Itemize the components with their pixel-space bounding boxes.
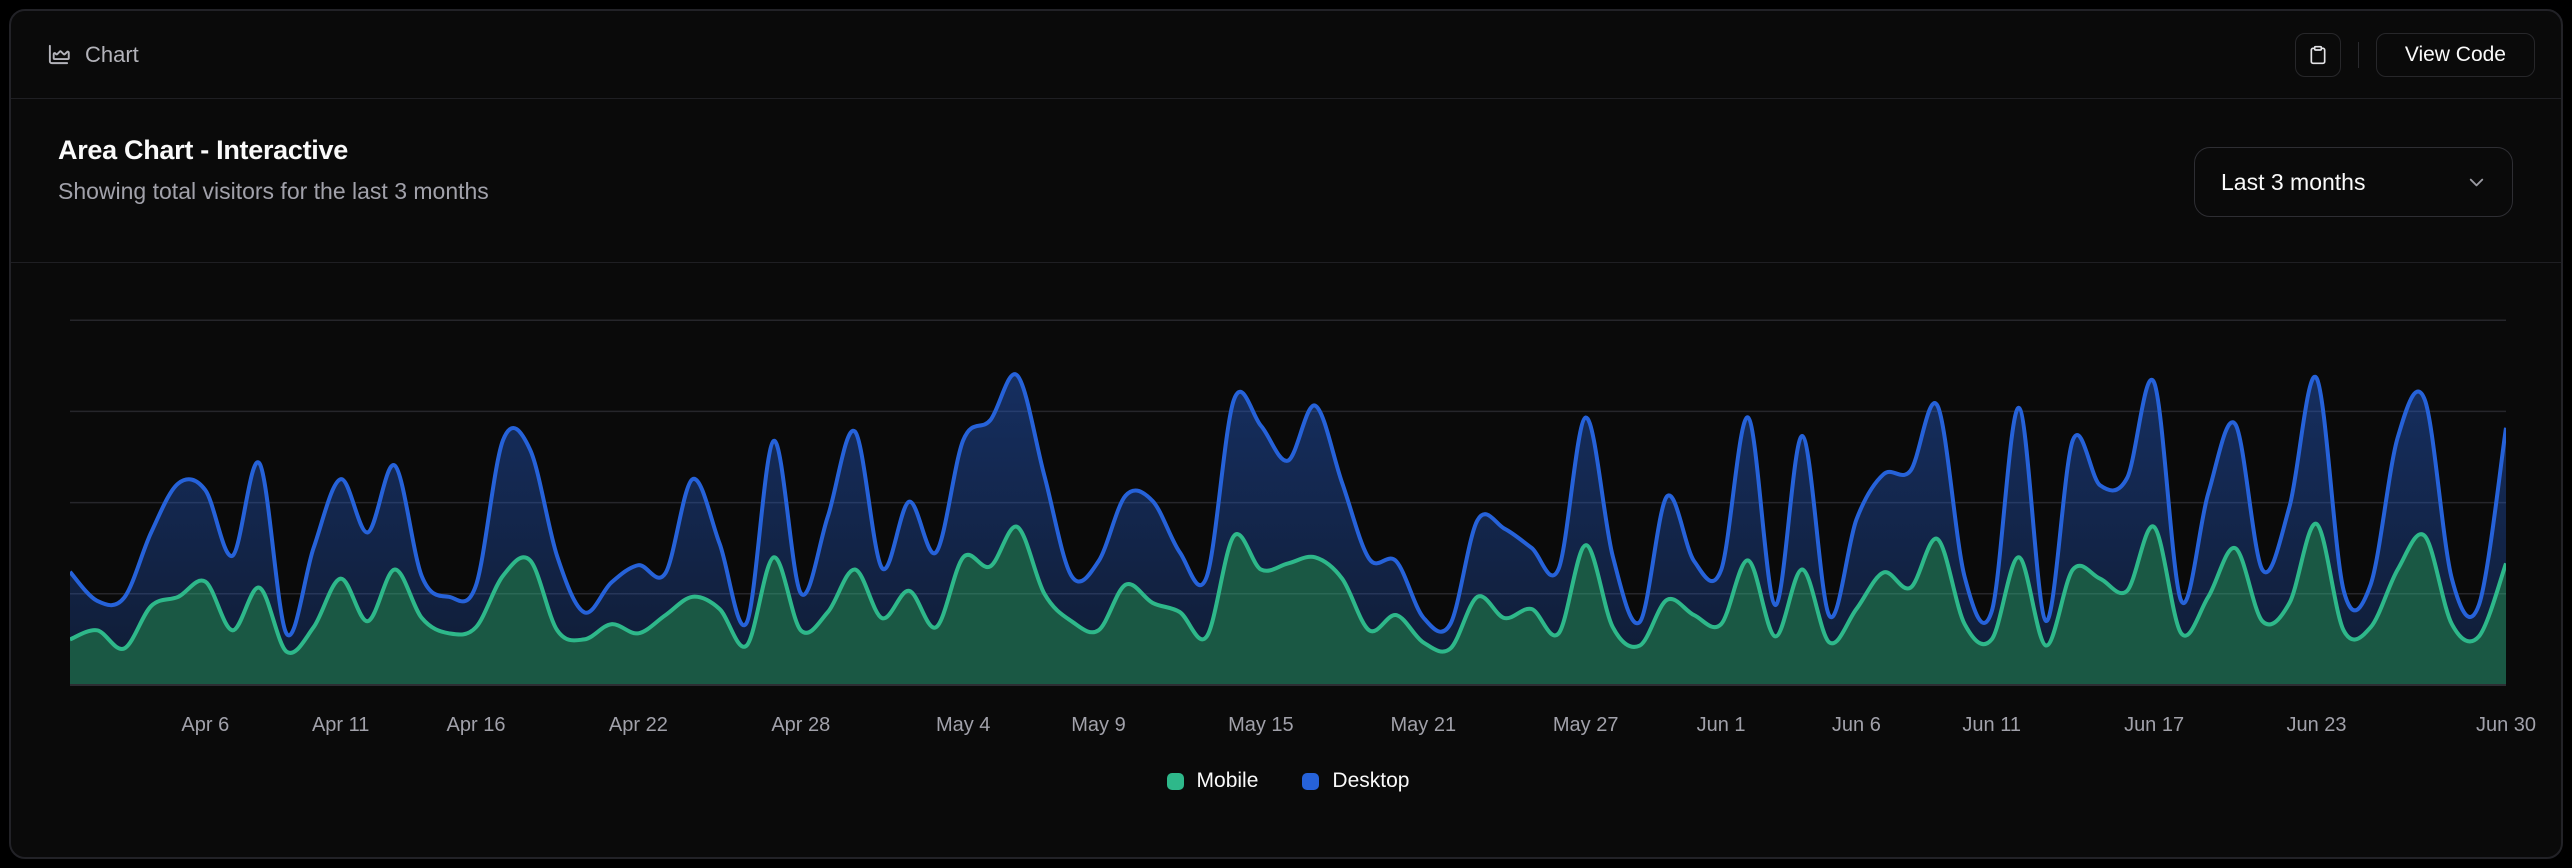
desktop-line — [70, 372, 2506, 638]
x-tick-label: Jun 23 — [2286, 714, 2346, 736]
desktop-area — [70, 374, 2506, 653]
mobile-area — [70, 523, 2506, 685]
preview-toolbar: Chart View Code — [11, 11, 2561, 99]
x-tick-label: May 21 — [1391, 714, 1457, 736]
legend-item-mobile: Mobile — [1166, 769, 1259, 793]
toolbar-actions: View Code — [2294, 32, 2561, 77]
x-tick-label: Jun 6 — [1832, 714, 1881, 736]
clipboard-icon — [2310, 45, 2326, 64]
x-tick-label: Jun 11 — [1962, 714, 2021, 736]
x-tick-label: Apr 16 — [447, 714, 506, 736]
card-header: Area Chart - Interactive Showing total v… — [11, 99, 2561, 263]
x-tick-label: Apr 11 — [312, 714, 369, 736]
chart-legend: Mobile Desktop — [11, 769, 2561, 793]
toolbar-divider — [2357, 41, 2359, 68]
legend-item-desktop: Desktop — [1302, 769, 1409, 793]
chart-area-icon — [48, 44, 70, 65]
area-chart[interactable]: Apr 6 Apr 11 Apr 16 Apr 22 Apr 28 May 4 May 9 M… — [11, 263, 2563, 859]
x-tick-label: May 9 — [1071, 714, 1125, 736]
x-tick-label: Apr 22 — [609, 714, 668, 736]
x-tick-label: May 15 — [1228, 714, 1294, 736]
x-tick-label: Jun 17 — [2124, 714, 2184, 736]
time-range-select[interactable]: Last 3 months — [2194, 147, 2513, 217]
legend-swatch-mobile — [1166, 772, 1184, 790]
x-tick-label: May 4 — [936, 714, 990, 736]
toolbar-left: Chart — [11, 42, 139, 68]
card-title: Area Chart - Interactive — [58, 135, 348, 165]
x-tick-label: Jun 1 — [1697, 714, 1746, 736]
chart-section: Apr 6 Apr 11 Apr 16 Apr 22 Apr 28 May 4 May 9 M… — [11, 263, 2563, 859]
area-series — [70, 372, 2506, 685]
legend-swatch-desktop — [1302, 772, 1320, 790]
card-description: Showing total visitors for the last 3 mo… — [58, 178, 489, 204]
time-range-value: Last 3 months — [2221, 168, 2366, 195]
chevron-down-icon — [2465, 171, 2488, 194]
x-tick-label: Apr 28 — [771, 714, 830, 736]
legend-label: Mobile — [1196, 769, 1259, 792]
copy-code-button[interactable] — [2294, 32, 2341, 77]
x-tick-label: Apr 6 — [181, 714, 229, 736]
x-tick-label: Jun 30 — [2476, 714, 2536, 736]
view-code-button[interactable]: View Code — [2375, 32, 2535, 77]
legend-label: Desktop — [1332, 769, 1410, 792]
toolbar-title: Chart — [85, 41, 139, 67]
mobile-line — [70, 521, 2506, 655]
chart-block-card: Chart View Code Area Chart - Interactive… — [9, 9, 2563, 859]
x-axis-labels: Apr 6 Apr 11 Apr 16 Apr 22 Apr 28 May 4 May 9 M… — [181, 714, 2536, 736]
x-tick-label: May 27 — [1553, 714, 1619, 736]
